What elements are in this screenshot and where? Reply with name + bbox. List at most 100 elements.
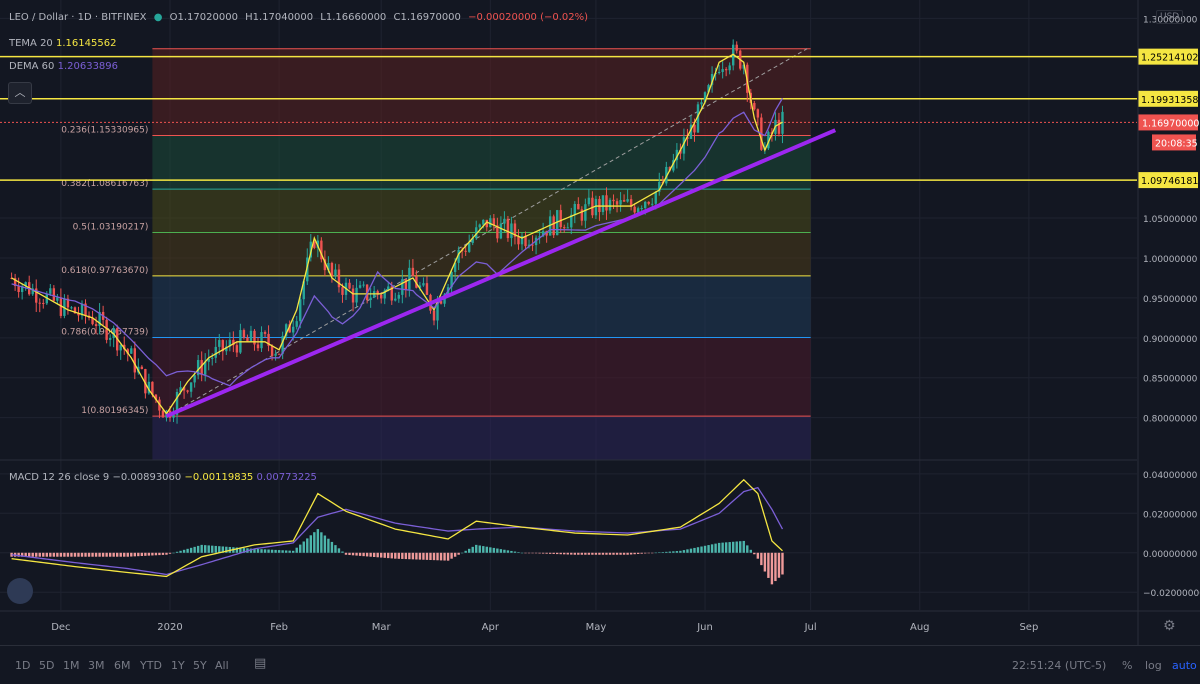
macd-histogram-bar xyxy=(665,551,668,553)
macd-histogram-bar xyxy=(453,552,457,557)
x-tick-label: Mar xyxy=(372,622,392,633)
macd-legend[interactable]: MACD 12 26 close 9 −0.00893060 −0.001198… xyxy=(9,472,317,483)
candle-body xyxy=(154,394,158,400)
fib-zone xyxy=(152,416,811,460)
macd-histogram-bar xyxy=(415,552,418,560)
macd-histogram-bar xyxy=(760,552,763,566)
candle-body xyxy=(140,366,144,370)
macd-histogram-bar xyxy=(277,550,281,553)
collapse-legend-button[interactable]: ︿ xyxy=(8,82,32,104)
tf-1m[interactable]: 1M xyxy=(63,659,80,672)
macd-label: MACD 12 26 close 9 xyxy=(9,472,110,483)
macd-histogram-bar xyxy=(35,552,38,557)
candle-body xyxy=(640,208,643,210)
macd-tick-label: 0.00000000 xyxy=(1143,550,1198,560)
candle-body xyxy=(123,344,126,350)
chart-legend: LEO / Dollar · 1D · BITFINEX ● O1.170200… xyxy=(9,11,592,25)
candle-body xyxy=(66,298,70,308)
auto-toggle[interactable]: auto xyxy=(1172,659,1197,672)
macd-histogram-bar xyxy=(309,535,312,553)
candle-body xyxy=(172,414,175,418)
candle-body xyxy=(17,286,20,293)
macd-histogram-bar xyxy=(422,552,425,560)
macd-histogram-bar xyxy=(710,544,714,553)
candle-body xyxy=(20,286,24,293)
candle-body xyxy=(724,69,728,71)
macd-histogram-bar xyxy=(728,542,731,553)
macd-histogram-bar xyxy=(207,545,210,553)
candle-body xyxy=(489,218,492,228)
macd-histogram-bar xyxy=(475,544,478,553)
currency-button[interactable]: USD xyxy=(1156,10,1184,24)
macd-histogram-bar xyxy=(492,547,496,553)
macd-histogram-bar xyxy=(672,551,675,553)
macd-histogram-bar xyxy=(302,541,305,553)
candle-body xyxy=(73,307,77,314)
candle-body xyxy=(594,198,598,216)
candle-body xyxy=(144,369,147,394)
macd-histogram-bar xyxy=(774,552,777,582)
macd-value-1: −0.00893060 xyxy=(112,472,182,483)
bottom-toolbar: 1D 5D 1M 3M 6M YTD 1Y 5Y All ▤ 22:51:24 … xyxy=(0,645,1200,684)
tf-1d[interactable]: 1D xyxy=(15,659,31,672)
candle-body xyxy=(204,361,207,375)
macd-histogram-bar xyxy=(281,550,284,553)
macd-histogram-bar xyxy=(380,552,383,558)
candle-body xyxy=(376,291,379,295)
trend-line xyxy=(165,128,837,418)
macd-histogram-bar xyxy=(418,552,422,560)
y-tick-label: 1.05000000 xyxy=(1143,215,1198,225)
macd-histogram-bar xyxy=(531,552,534,554)
candle-body xyxy=(689,124,693,139)
candle-body xyxy=(355,287,358,303)
date-range-icon[interactable]: ▤ xyxy=(254,656,267,671)
macd-histogram-bar xyxy=(330,541,334,553)
macd-histogram-bar xyxy=(306,538,309,553)
macd-histogram-bar xyxy=(242,548,246,553)
candle-body xyxy=(527,244,531,247)
percent-toggle[interactable]: % xyxy=(1122,659,1133,672)
candle-body xyxy=(703,92,707,103)
clock[interactable]: 22:51:24 (UTC-5) xyxy=(1012,659,1107,672)
candle-body xyxy=(397,294,400,299)
tf-all[interactable]: All xyxy=(215,659,229,672)
macd-histogram-bar xyxy=(295,547,298,553)
candle-body xyxy=(186,390,189,392)
macd-histogram-bar xyxy=(429,552,432,561)
tf-3m[interactable]: 3M xyxy=(88,659,105,672)
tf-ytd[interactable]: YTD xyxy=(140,659,162,672)
macd-histogram-bar xyxy=(108,552,112,557)
level-tag-label: 1.25214102 xyxy=(1141,53,1198,64)
macd-histogram-bar xyxy=(471,546,474,553)
macd-histogram-bar xyxy=(299,544,302,553)
candle-body xyxy=(200,360,203,375)
candle-body xyxy=(387,286,390,291)
log-toggle[interactable]: log xyxy=(1145,659,1162,672)
tema-legend[interactable]: TEMA 20 1.16145562 xyxy=(9,38,116,49)
candle-body xyxy=(679,149,682,154)
candle-body xyxy=(267,333,270,346)
macd-histogram-bar xyxy=(256,549,260,553)
candle-body xyxy=(756,109,760,118)
candle-body xyxy=(288,324,291,333)
dema-value: 1.20633896 xyxy=(57,61,119,72)
candle-body xyxy=(492,218,496,226)
dema-legend[interactable]: DEMA 60 1.20633896 xyxy=(9,61,118,72)
status-dot-icon: ● xyxy=(153,12,163,23)
candle-body xyxy=(506,218,510,239)
candle-body xyxy=(70,307,73,309)
macd-histogram-bar xyxy=(538,552,541,554)
candle-body xyxy=(531,244,534,246)
candle-body xyxy=(295,321,298,327)
symbol-title: LEO / Dollar · 1D · BITFINEX xyxy=(9,12,147,23)
gear-icon[interactable]: ⚙ xyxy=(1163,618,1176,634)
tf-5d[interactable]: 5D xyxy=(39,659,55,672)
ohlc-open: O1.17020000 xyxy=(169,12,238,23)
candle-body xyxy=(777,119,781,134)
candle-body xyxy=(573,203,576,215)
macd-histogram-bar xyxy=(566,552,569,555)
tf-1y[interactable]: 1Y xyxy=(171,659,185,672)
tf-5y[interactable]: 5Y xyxy=(193,659,207,672)
tf-6m[interactable]: 6M xyxy=(114,659,131,672)
